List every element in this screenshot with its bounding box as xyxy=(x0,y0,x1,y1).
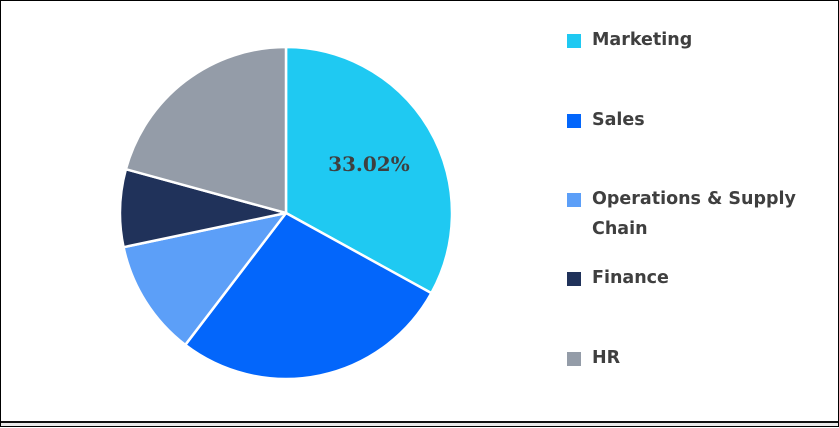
legend-item-sales[interactable]: Sales xyxy=(567,106,645,136)
pie-slice-sales[interactable] xyxy=(184,211,433,381)
legend-label-hr: HR xyxy=(592,348,621,368)
legend: Marketing Sales Operations & Supply Chai… xyxy=(567,1,829,428)
legend-label-sales: Sales xyxy=(592,110,645,130)
legend-label-finance: Finance xyxy=(592,268,669,288)
legend-swatch-operations-supply-chain xyxy=(567,193,581,207)
legend-item-finance[interactable]: Finance xyxy=(567,264,669,294)
pie-slice-marketing[interactable] xyxy=(284,45,454,295)
legend-swatch-hr xyxy=(567,352,581,366)
window-bottom-border xyxy=(1,421,838,423)
pie-data-label: 33.02% xyxy=(328,152,410,176)
legend-label-operations-supply-chain: Operations & Supply Chain xyxy=(592,189,796,239)
legend-swatch-sales xyxy=(567,114,581,128)
legend-item-hr[interactable]: HR xyxy=(567,344,620,374)
window-bottom-strip xyxy=(1,423,838,426)
pie-slice-operations-supply-chain[interactable] xyxy=(122,211,288,347)
pie-slice-hr[interactable] xyxy=(124,45,288,215)
legend-swatch-finance xyxy=(567,272,581,286)
legend-swatch-marketing xyxy=(567,34,581,48)
legend-label-marketing: Marketing xyxy=(592,30,693,50)
legend-item-marketing[interactable]: Marketing xyxy=(567,26,692,56)
legend-item-operations-supply-chain[interactable]: Operations & Supply Chain xyxy=(567,185,814,245)
